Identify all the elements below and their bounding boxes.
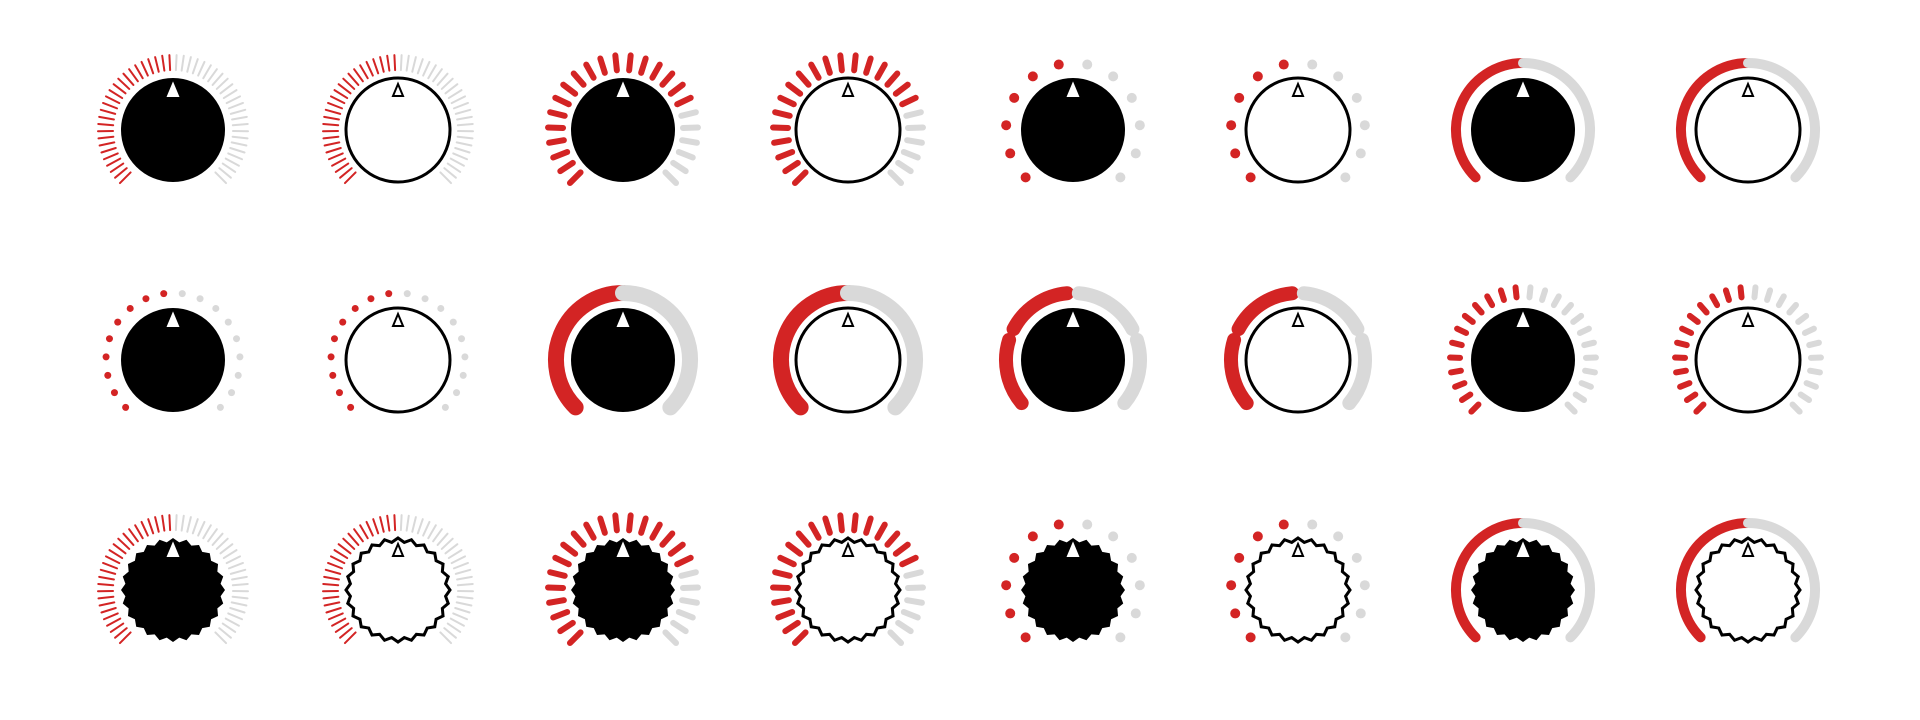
knob-icon[interactable] <box>80 25 265 235</box>
knob-icon[interactable] <box>980 485 1165 695</box>
knob-icon[interactable] <box>1430 485 1615 695</box>
knob-icon[interactable] <box>1430 25 1615 235</box>
knob-icon[interactable] <box>980 255 1165 465</box>
knob-icon[interactable] <box>305 485 490 695</box>
knob-icon[interactable] <box>1205 255 1390 465</box>
knob-icon[interactable] <box>305 255 490 465</box>
knob-icon[interactable] <box>1655 255 1840 465</box>
knob-icon[interactable] <box>1205 485 1390 695</box>
knob-icon[interactable] <box>980 25 1165 235</box>
knob-icon[interactable] <box>1205 25 1390 235</box>
knob-icon[interactable] <box>530 485 715 695</box>
knob-icon[interactable] <box>530 255 715 465</box>
knob-icon[interactable] <box>755 255 940 465</box>
knob-icon[interactable] <box>80 255 265 465</box>
knob-icon[interactable] <box>755 485 940 695</box>
knob-icon[interactable] <box>1655 485 1840 695</box>
knob-icon[interactable] <box>1430 255 1615 465</box>
knob-icon[interactable] <box>305 25 490 235</box>
knob-icon[interactable] <box>80 485 265 695</box>
knob-icon[interactable] <box>530 25 715 235</box>
knob-icon[interactable] <box>1655 25 1840 235</box>
knob-icon[interactable] <box>755 25 940 235</box>
